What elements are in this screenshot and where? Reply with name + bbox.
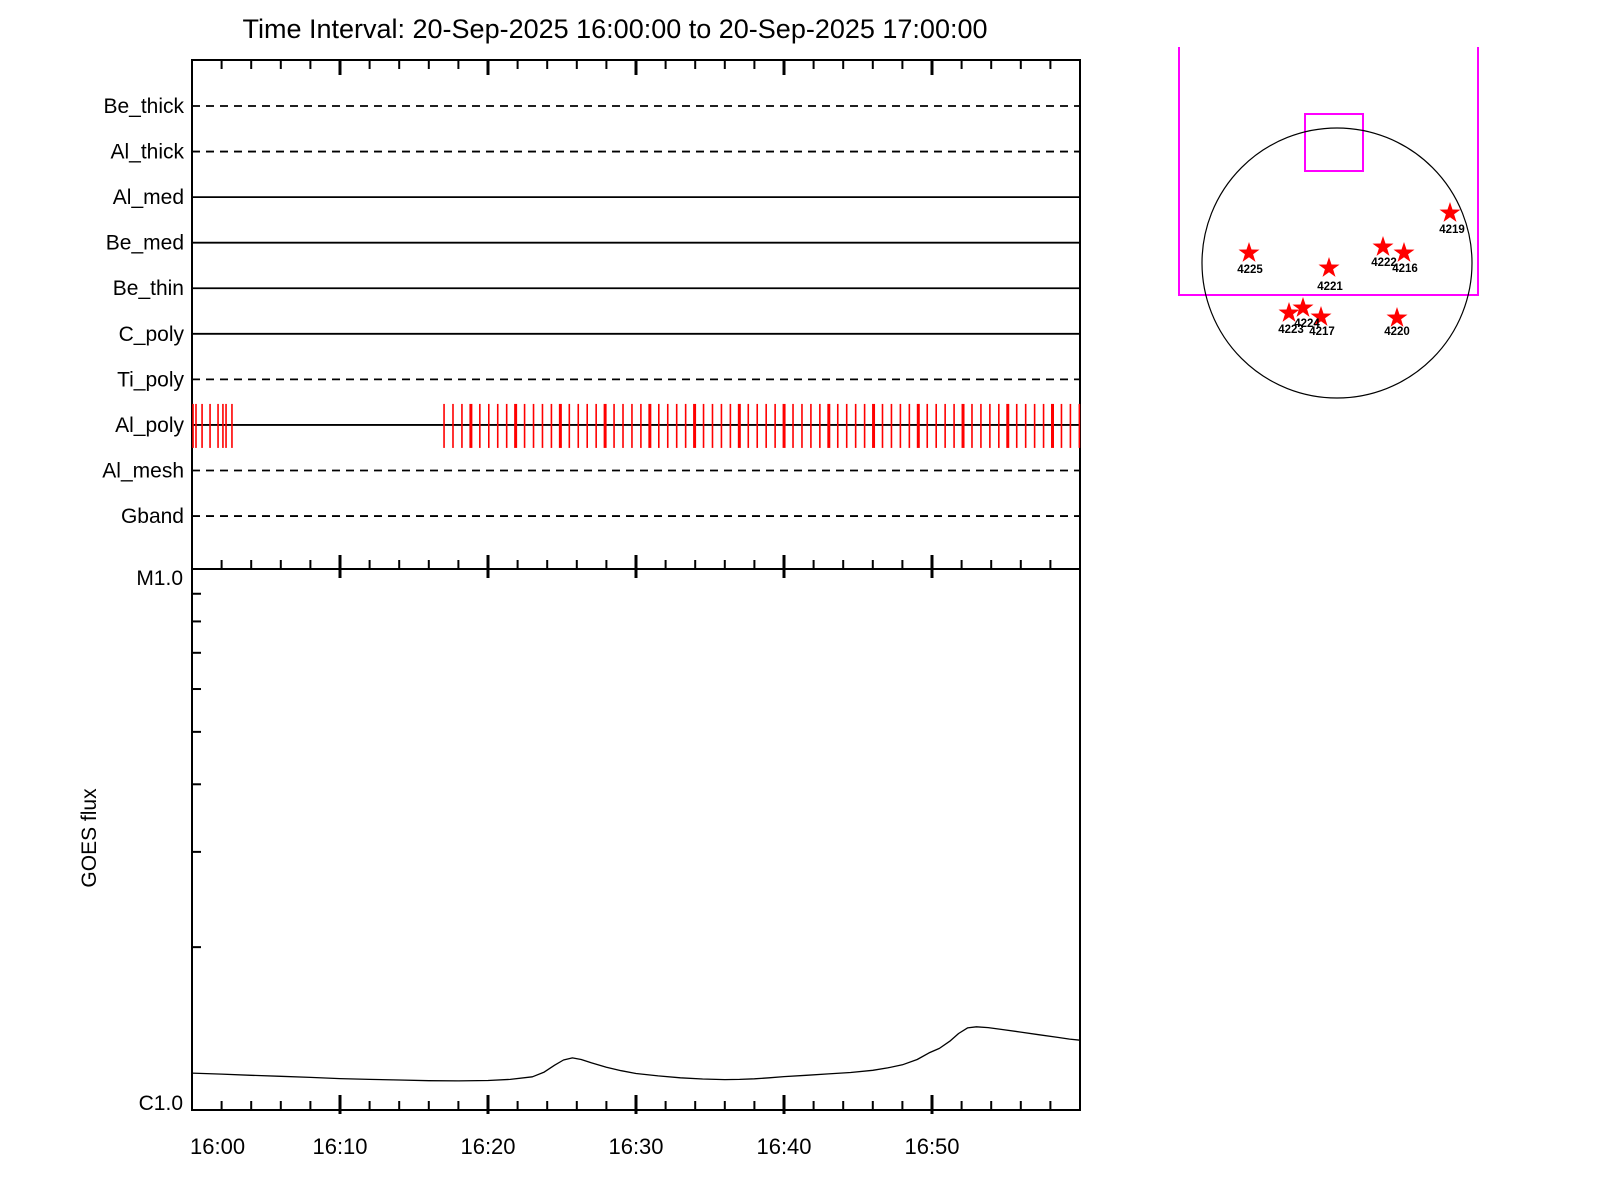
- active-region-label-4220: 4220: [1384, 326, 1410, 338]
- filter-label-Al_poly: Al_poly: [115, 414, 184, 437]
- x-tick-label: 16:50: [904, 1134, 959, 1159]
- solar-limb-circle: [1201, 127, 1473, 399]
- goes-axis-title: GOES flux: [78, 788, 101, 888]
- filter-label-Be_thin: Be_thin: [113, 277, 184, 300]
- active-region-label-4225: 4225: [1237, 264, 1263, 276]
- goes-ybottom-label: C1.0: [139, 1092, 183, 1115]
- active-region-label-4224: 4224: [1294, 318, 1320, 330]
- active-region-label-4222: 4222: [1371, 257, 1397, 269]
- active-region-star-4221: [1318, 257, 1340, 277]
- active-region-star-4224: [1292, 297, 1314, 317]
- filter-label-Al_thick: Al_thick: [110, 141, 184, 164]
- filter-label-Al_med: Al_med: [113, 186, 184, 209]
- goes-flux-curve: [191, 1026, 1081, 1082]
- x-tick-label: 16:10: [312, 1134, 367, 1159]
- filter-label-Al_mesh: Al_mesh: [102, 459, 184, 482]
- x-tick-label: 16:00: [190, 1134, 245, 1159]
- active-region-label-4217: 4217: [1309, 326, 1335, 338]
- fov-outline: [1178, 47, 1479, 296]
- filter-label-Be_thick: Be_thick: [103, 95, 184, 118]
- active-region-label-4219: 4219: [1439, 224, 1465, 236]
- filter-label-C_poly: C_poly: [119, 323, 185, 346]
- target-box: [1304, 113, 1364, 172]
- goes-panel-frame: [191, 568, 1081, 1111]
- filter-label-Gband: Gband: [121, 505, 184, 528]
- goes-ytop-label: M1.0: [136, 567, 183, 590]
- active-region-star-4217: [1310, 306, 1332, 326]
- active-region-star-4222: [1372, 236, 1394, 256]
- active-region-star-4216: [1393, 242, 1415, 262]
- chart-title: Time Interval: 20-Sep-2025 16:00:00 to 2…: [242, 14, 988, 44]
- x-tick-label: 16:20: [460, 1134, 515, 1159]
- active-region-label-4216: 4216: [1392, 263, 1418, 275]
- active-region-star-4223: [1278, 302, 1300, 322]
- active-region-label-4221: 4221: [1317, 281, 1343, 293]
- active-region-star-4219: [1439, 202, 1461, 222]
- filter-panel-frame: [191, 59, 1081, 570]
- active-region-label-4223: 4223: [1278, 324, 1304, 336]
- active-region-star-4220: [1386, 307, 1408, 327]
- x-tick-label: 16:30: [608, 1134, 663, 1159]
- filter-label-Ti_poly: Ti_poly: [117, 368, 184, 391]
- x-tick-label: 16:40: [756, 1134, 811, 1159]
- filter-label-Be_med: Be_med: [106, 232, 184, 255]
- active-region-star-4225: [1238, 242, 1260, 262]
